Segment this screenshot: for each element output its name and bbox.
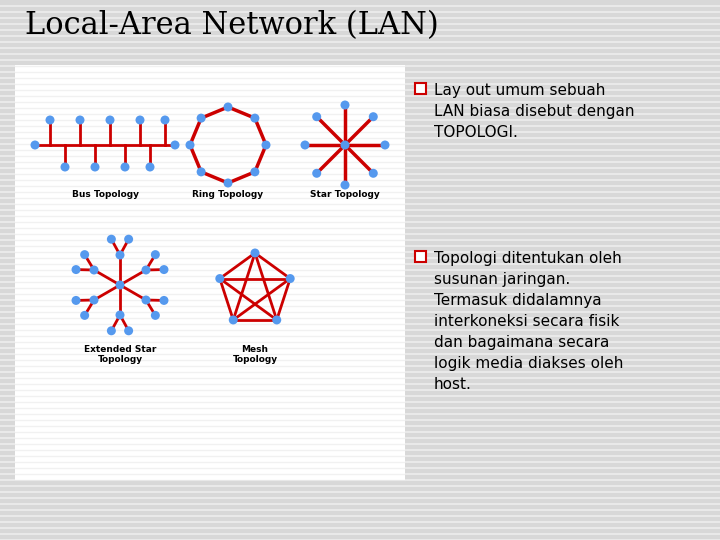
Circle shape (197, 113, 206, 123)
Circle shape (107, 326, 116, 335)
Circle shape (124, 326, 133, 335)
Circle shape (171, 140, 179, 150)
Circle shape (115, 251, 125, 260)
Circle shape (223, 179, 233, 187)
Text: Extended Star
Topology: Extended Star Topology (84, 345, 156, 364)
Bar (415, 251, 426, 262)
Circle shape (115, 280, 125, 289)
Circle shape (251, 113, 259, 123)
Circle shape (145, 163, 155, 172)
Circle shape (151, 311, 160, 320)
Bar (415, 83, 426, 94)
Circle shape (261, 140, 271, 150)
Circle shape (76, 116, 84, 125)
Circle shape (151, 250, 160, 259)
Circle shape (142, 266, 150, 274)
Circle shape (312, 169, 321, 178)
Circle shape (161, 116, 169, 125)
Circle shape (197, 167, 206, 177)
Circle shape (341, 100, 349, 110)
Text: Local-Area Network (LAN): Local-Area Network (LAN) (25, 10, 438, 41)
Circle shape (107, 235, 116, 244)
Circle shape (120, 163, 130, 172)
Circle shape (341, 180, 349, 190)
Circle shape (30, 140, 40, 150)
Circle shape (115, 310, 125, 320)
Text: Star Topology: Star Topology (310, 190, 380, 199)
Circle shape (91, 163, 99, 172)
Bar (15, 65, 405, 480)
Circle shape (159, 265, 168, 274)
Circle shape (286, 274, 294, 283)
Circle shape (135, 116, 145, 125)
Circle shape (251, 167, 259, 177)
Circle shape (45, 116, 55, 125)
Circle shape (80, 250, 89, 259)
Circle shape (159, 296, 168, 305)
Circle shape (80, 311, 89, 320)
Circle shape (71, 265, 81, 274)
Text: Bus Topology: Bus Topology (71, 190, 138, 199)
Circle shape (300, 140, 310, 150)
Text: Ring Topology: Ring Topology (192, 190, 264, 199)
Text: Lay out umum sebuah
LAN biasa disebut dengan
TOPOLOGI.: Lay out umum sebuah LAN biasa disebut de… (434, 83, 634, 140)
Circle shape (272, 315, 282, 325)
Circle shape (106, 116, 114, 125)
Circle shape (60, 163, 70, 172)
Circle shape (186, 140, 194, 150)
Circle shape (312, 112, 321, 121)
Circle shape (142, 295, 150, 305)
Circle shape (71, 296, 81, 305)
Circle shape (369, 169, 378, 178)
Circle shape (380, 140, 390, 150)
Text: Mesh
Topology: Mesh Topology (233, 345, 278, 364)
Text: Topologi ditentukan oleh
susunan jaringan.
Termasuk didalamnya
interkoneksi seca: Topologi ditentukan oleh susunan jaringa… (434, 251, 624, 392)
Circle shape (215, 274, 225, 283)
Circle shape (124, 235, 133, 244)
Circle shape (89, 266, 99, 274)
Circle shape (229, 315, 238, 325)
Circle shape (341, 140, 349, 150)
Circle shape (223, 103, 233, 111)
Circle shape (369, 112, 378, 121)
Circle shape (89, 295, 99, 305)
Circle shape (251, 248, 259, 258)
